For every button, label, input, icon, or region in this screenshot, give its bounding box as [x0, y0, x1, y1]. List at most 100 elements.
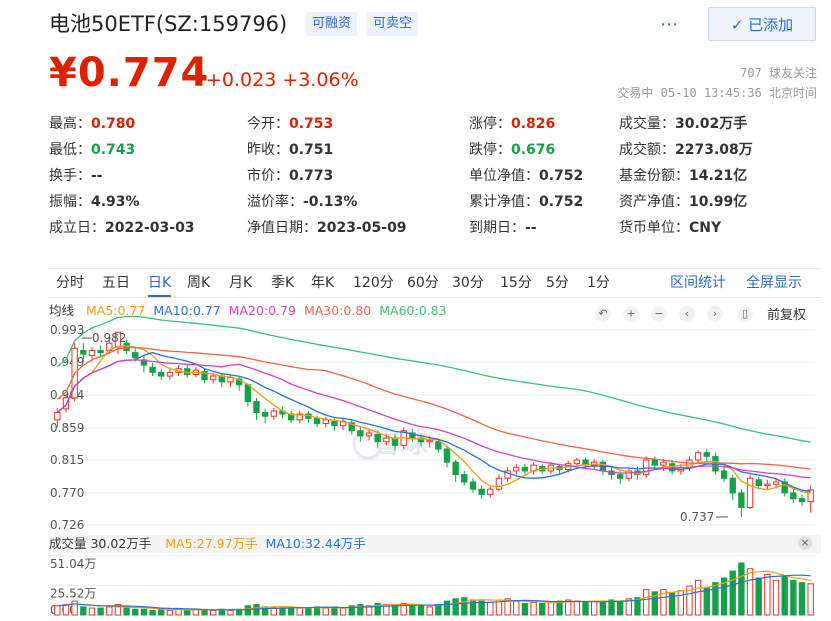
fullscreen-button[interactable]: 全屏显示 [746, 275, 802, 291]
y-tick-label: 0.815 [50, 453, 84, 467]
candle-body [764, 483, 771, 487]
candle-body [435, 441, 442, 450]
stat-value: 0.676 [511, 142, 556, 158]
stat-label: 成交额： [619, 142, 675, 158]
current-price: ¥0.774 [49, 50, 210, 96]
volume-bar [348, 605, 355, 616]
stat-item: 跌停：0.676 [469, 137, 555, 163]
candle-body [331, 420, 338, 427]
volume-legend-label: 成交量 30.02万手 [49, 536, 152, 551]
fund-title: 电池50ETF(SZ:159796) [49, 12, 288, 36]
bar-type-icon[interactable]: ▯ [737, 306, 753, 322]
candle-body [149, 366, 156, 373]
volume-bar [279, 607, 286, 616]
quote-stats-grid: 最高：0.780 今开：0.753 涨停：0.826 成交量：30.02万手 最低：0.… [49, 111, 821, 241]
stat-label: 货币单位： [619, 220, 689, 236]
volume-bar [504, 598, 511, 616]
volume-bar [686, 585, 693, 616]
more-options-icon[interactable]: ⋯ [660, 14, 679, 35]
stat-value: 2023-05-09 [317, 220, 407, 236]
volume-bar [547, 601, 555, 616]
added-watchlist-button[interactable]: ✓ 已添加 [708, 7, 816, 41]
tab-period[interactable]: 季K [271, 275, 295, 291]
volume-bar [556, 600, 563, 616]
tab-period[interactable]: 30分 [452, 275, 484, 291]
zoom-in-icon[interactable]: + [623, 306, 639, 322]
ma-line [56, 359, 811, 479]
next-icon[interactable]: › [707, 306, 723, 322]
candle-body [642, 459, 650, 476]
candle-body [573, 459, 581, 465]
volume-bar [513, 600, 520, 616]
tab-period[interactable]: 60分 [407, 275, 439, 291]
volume-bar [530, 601, 537, 616]
tab-period[interactable]: 周K [187, 275, 211, 291]
volume-bar [88, 607, 96, 616]
stat-label: 昨收： [247, 142, 289, 158]
tab-period[interactable]: 月K [229, 275, 253, 291]
tab-period[interactable]: 年K [311, 275, 335, 291]
candle-body [322, 419, 329, 424]
volume-bar [642, 589, 650, 616]
volume-bar [305, 607, 312, 616]
candle-body [495, 477, 503, 490]
volume-bar [582, 601, 589, 616]
volume-bar [244, 605, 252, 616]
watermark-logo-icon [352, 428, 384, 460]
high-marker-label: 0.982 [92, 331, 126, 345]
stat-value: 0.773 [289, 168, 334, 184]
volume-bar [322, 607, 329, 616]
volume-bar [357, 604, 364, 616]
tab-period[interactable]: 五日 [102, 275, 130, 291]
stat-item: 到期日：-- [469, 215, 537, 241]
adjust-mode-label[interactable]: 前复权 [767, 308, 807, 323]
ma-legend-label: 均线 [49, 303, 75, 318]
undo-icon[interactable]: ↶ [595, 306, 611, 322]
tab-period[interactable]: 分时 [56, 275, 84, 291]
stat-label: 累计净值： [469, 194, 539, 210]
tab-period[interactable]: 15分 [500, 275, 532, 291]
candle-body [313, 417, 321, 424]
prev-icon[interactable]: ‹ [679, 306, 695, 322]
volume-bar [417, 605, 425, 616]
short-tag[interactable]: 可卖空 [367, 12, 419, 36]
volume-bar [599, 600, 607, 616]
stat-item: 累计净值：0.752 [469, 189, 583, 215]
candle-body [261, 412, 269, 417]
volume-bar [123, 607, 130, 616]
candle-body [720, 470, 728, 479]
volume-bar [158, 608, 165, 616]
stat-label: 最低： [49, 142, 91, 158]
candle-body [210, 375, 217, 381]
volume-bar [452, 598, 459, 616]
candle-body [452, 461, 459, 476]
stat-label: 成交量： [619, 116, 675, 132]
candle-body [746, 477, 754, 508]
tab-period[interactable]: 120分 [353, 275, 394, 291]
candle-body [184, 368, 191, 376]
volume-bar [660, 589, 667, 616]
stat-label: 涨停： [469, 116, 511, 132]
zoom-out-icon[interactable]: − [651, 306, 667, 322]
candle-body [487, 488, 494, 495]
stat-value: CNY [689, 220, 722, 236]
followers-count: 707 球友关注 [740, 66, 817, 80]
margin-tag[interactable]: 可融资 [306, 12, 358, 36]
range-stats-button[interactable]: 区间统计 [670, 275, 726, 291]
candle-body [729, 477, 736, 494]
candle-body [660, 461, 667, 466]
stat-label: 跌停： [469, 142, 511, 158]
tab-period[interactable]: 1分 [587, 275, 610, 291]
y-tick-label: 0.993 [50, 323, 84, 337]
ma-line [56, 345, 811, 494]
candle-body [287, 413, 295, 421]
volume-bar [720, 577, 728, 616]
volume-bar [790, 579, 797, 616]
tab-period[interactable]: 5分 [546, 275, 569, 291]
stat-item: 成立日：2022-03-03 [49, 215, 195, 241]
tab-period[interactable]: 日K [148, 269, 172, 297]
stat-label: 振幅： [49, 194, 91, 210]
close-volume-icon[interactable]: × [798, 536, 812, 550]
candle-body [348, 422, 355, 432]
